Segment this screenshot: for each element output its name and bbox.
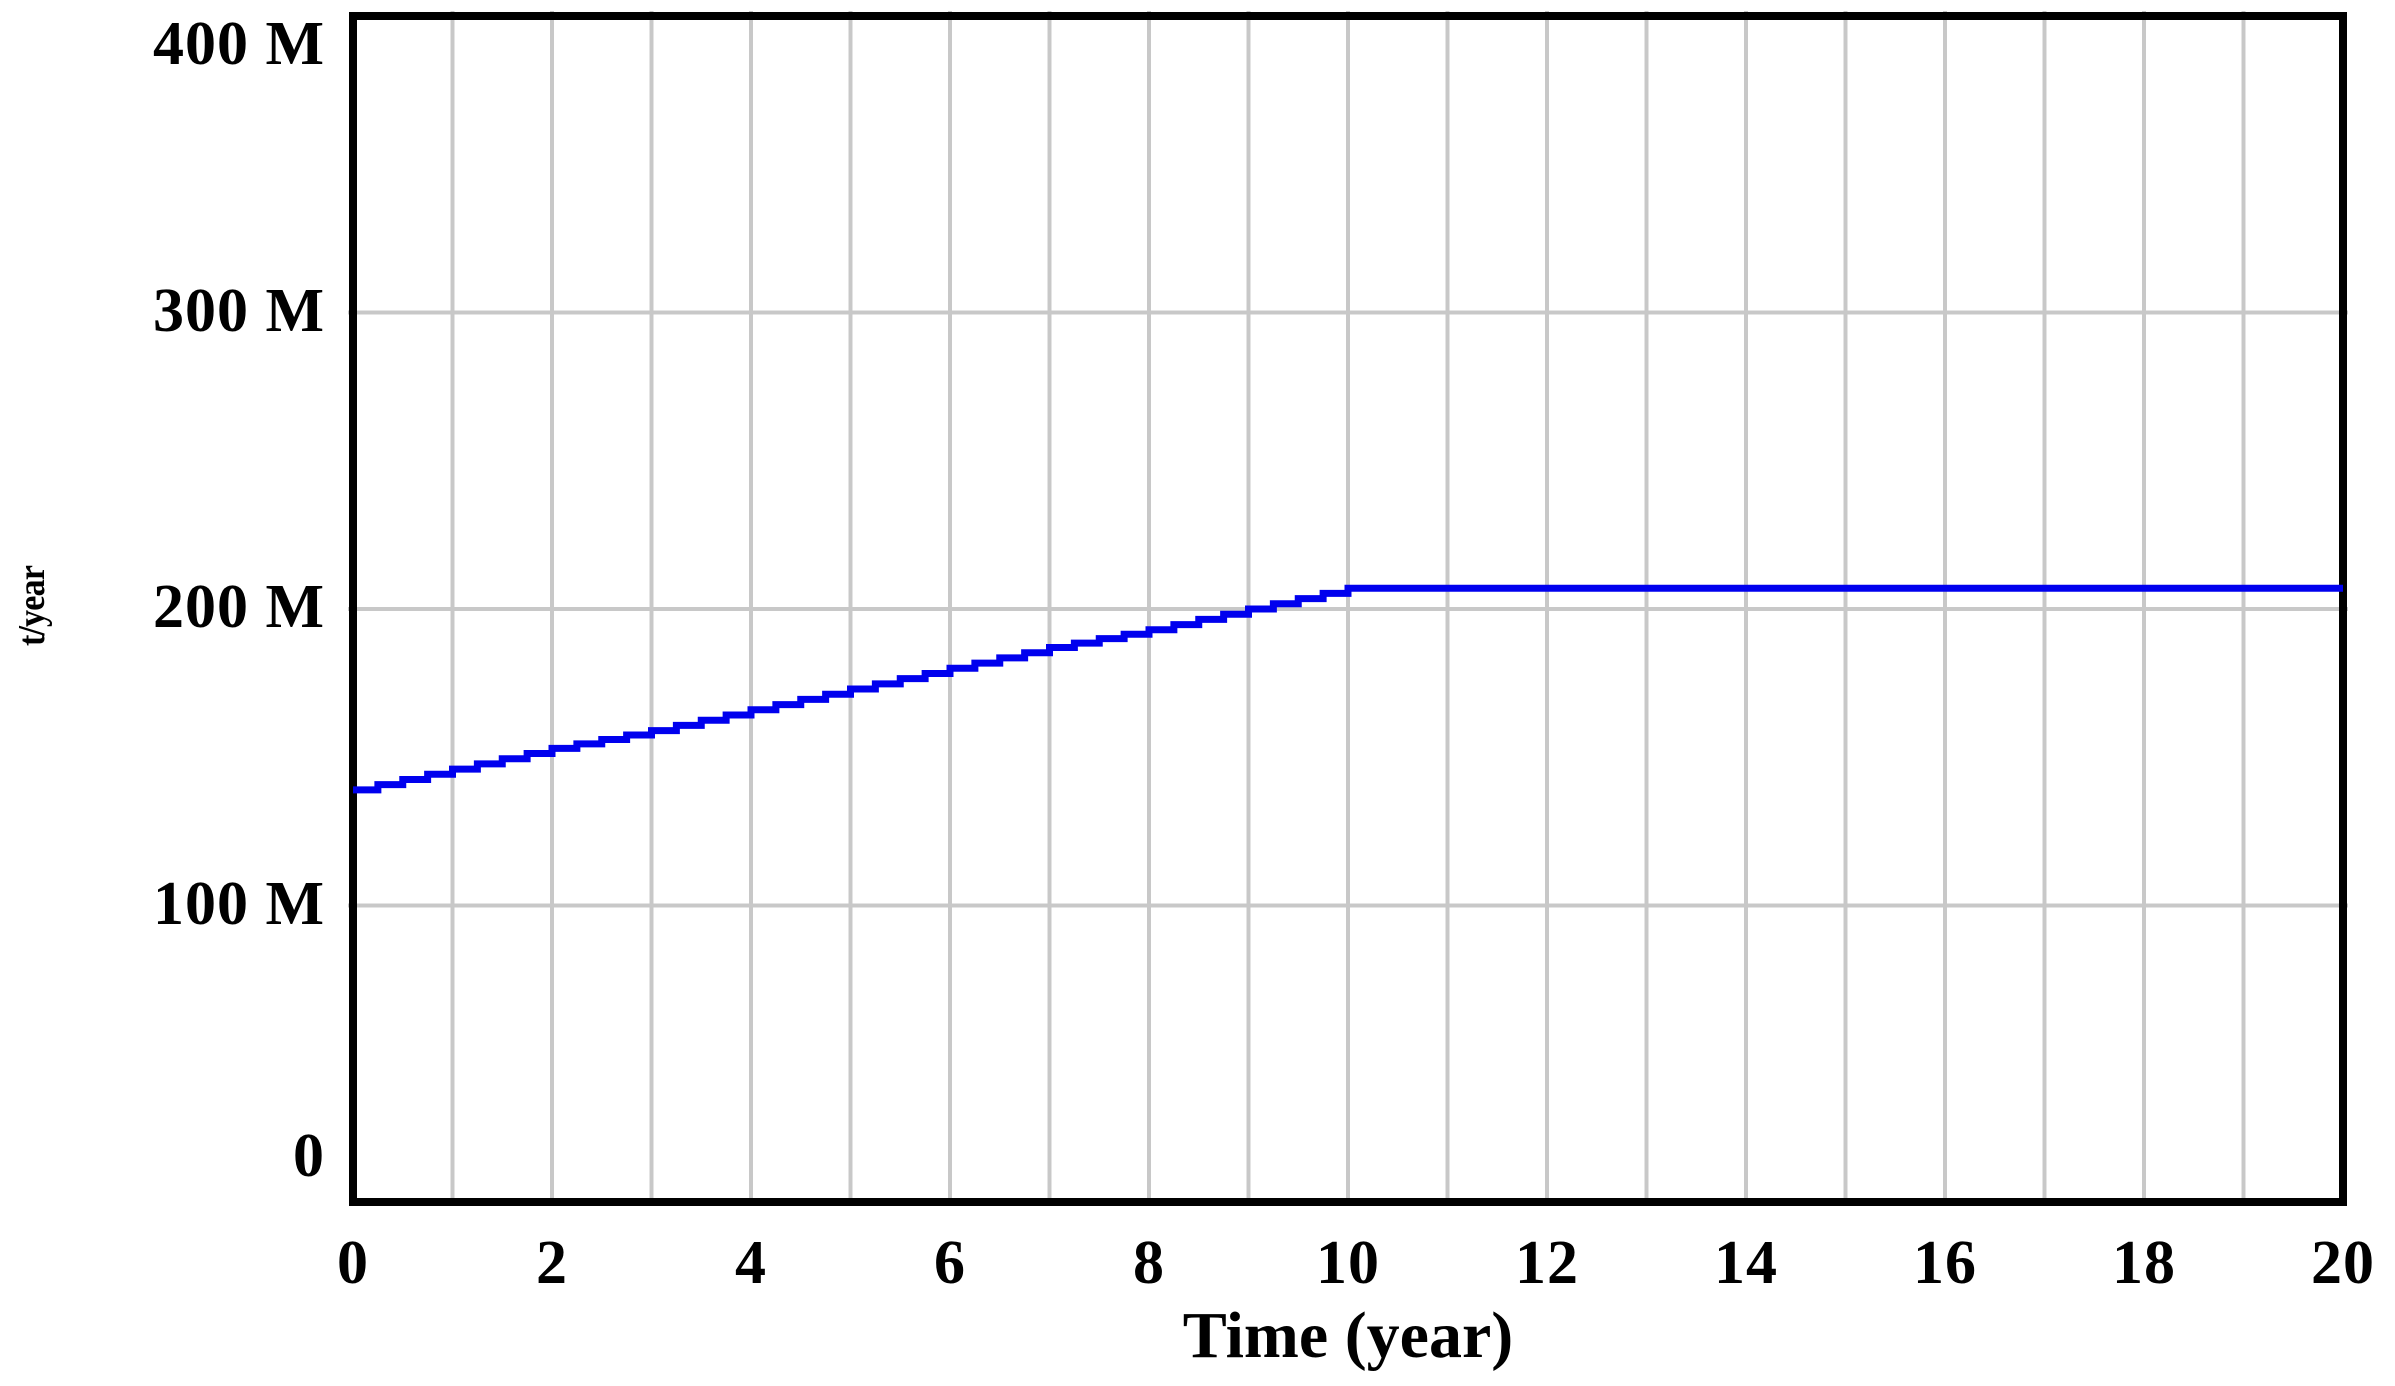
y-tick-label: 200 M (152, 573, 325, 642)
data-line (353, 584, 2343, 794)
y-axis-unit-label: t/year (11, 565, 53, 647)
x-tick-label: 14 (1714, 1229, 1778, 1297)
gridlines (348, 11, 2348, 1199)
y-tick-label: 0 (293, 1122, 325, 1191)
x-tick-label: 6 (934, 1229, 966, 1297)
x-tick-label: 12 (1515, 1229, 1579, 1297)
x-tick-label: 2 (536, 1229, 568, 1297)
x-tick-label: 20 (2311, 1229, 2375, 1297)
x-tick-label: 10 (1316, 1229, 1380, 1297)
y-tick-label: 400 M (152, 10, 325, 79)
x-tick-label: 0 (337, 1229, 369, 1297)
x-tick-label: 16 (1913, 1229, 1977, 1297)
plot-frame (349, 12, 2347, 1206)
x-tick-label: 8 (1133, 1229, 1165, 1297)
x-tick-label: 18 (2112, 1229, 2176, 1297)
x-tick-label: 4 (735, 1229, 767, 1297)
y-tick-label: 100 M (152, 869, 325, 938)
y-tick-label: 300 M (152, 276, 325, 345)
x-axis-title: Time (year) (1182, 1299, 1514, 1372)
